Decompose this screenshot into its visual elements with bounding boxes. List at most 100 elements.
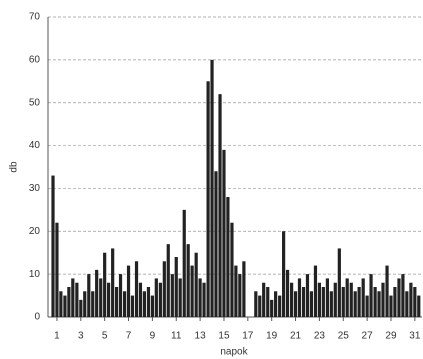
bar [63, 295, 67, 317]
bar [377, 291, 381, 317]
x-tick-label: 13 [195, 331, 207, 342]
bar [262, 282, 266, 317]
bar [55, 222, 59, 317]
bar [182, 209, 186, 317]
bar [361, 278, 365, 317]
bar [174, 257, 178, 317]
bar [114, 287, 119, 317]
y-tick-label: 10 [29, 269, 41, 280]
x-tick-label: 19 [266, 331, 278, 342]
bar [142, 291, 146, 317]
x-tick-label: 31 [409, 331, 421, 342]
bar [409, 282, 413, 317]
bar [130, 295, 135, 317]
x-tick-label: 5 [102, 331, 108, 342]
bar [413, 287, 417, 317]
bar [190, 265, 194, 317]
x-tick-label: 23 [314, 331, 326, 342]
bar [341, 287, 345, 317]
y-tick-label: 20 [29, 226, 41, 237]
x-tick-label: 25 [338, 331, 350, 342]
bar [210, 59, 214, 317]
bar [293, 291, 298, 317]
bar [103, 252, 107, 317]
bar [79, 299, 83, 317]
bar [309, 291, 314, 317]
bar [67, 287, 71, 317]
bar [83, 291, 87, 317]
bar [389, 295, 393, 317]
bar [162, 261, 166, 317]
bar [230, 222, 234, 317]
bar [337, 248, 341, 317]
bar [87, 274, 91, 317]
bar [349, 282, 353, 317]
bar [401, 274, 405, 317]
y-tick-label: 60 [29, 54, 41, 65]
bar [290, 282, 294, 317]
bar [75, 282, 79, 317]
bar [71, 278, 75, 317]
bar [150, 295, 154, 317]
y-tick-label: 30 [29, 183, 41, 194]
x-tick-label: 15 [218, 331, 230, 342]
y-tick-label: 50 [29, 97, 41, 108]
x-tick-label: 7 [126, 331, 132, 342]
bar [242, 261, 246, 317]
y-tick-label: 70 [29, 12, 41, 23]
bar [282, 231, 286, 317]
bar [186, 244, 190, 317]
bar [202, 282, 206, 317]
bar [321, 287, 325, 317]
bar [194, 252, 198, 317]
bar [405, 291, 409, 317]
bar [234, 265, 238, 317]
bar [59, 291, 63, 317]
x-tick-label: 11 [171, 331, 182, 342]
bar [357, 287, 361, 317]
bar [385, 265, 389, 317]
bar [278, 295, 282, 317]
bar [99, 278, 103, 317]
y-axis-label: db [9, 161, 20, 173]
bar [297, 278, 302, 317]
bar [333, 282, 337, 317]
bar [329, 291, 333, 317]
bar [301, 287, 306, 317]
bar [178, 278, 182, 317]
bar [353, 291, 357, 317]
bar [238, 274, 242, 317]
x-tick-label: 3 [78, 331, 84, 342]
bar [373, 287, 377, 317]
bar [274, 291, 278, 317]
bar [305, 274, 310, 317]
bar [258, 295, 262, 317]
bar [166, 244, 170, 317]
bar [126, 265, 131, 317]
bar [51, 175, 55, 317]
bar [345, 278, 349, 317]
x-tick-label: 29 [385, 331, 397, 342]
bar [146, 287, 151, 317]
bar [138, 282, 143, 317]
y-tick-label: 40 [29, 140, 41, 151]
bar [393, 287, 397, 317]
bar [95, 269, 99, 317]
bar [285, 269, 290, 317]
bar [218, 94, 222, 318]
bar [214, 171, 218, 317]
bar [154, 278, 158, 317]
bar [325, 278, 329, 317]
bar [254, 291, 258, 317]
bar [170, 274, 174, 317]
bar [91, 291, 95, 317]
bar [107, 282, 111, 317]
x-tick-label: 21 [290, 331, 302, 342]
bar [134, 261, 139, 317]
bar [417, 295, 421, 317]
bar [206, 81, 210, 318]
x-axis-label: napok [220, 347, 248, 358]
bar [397, 278, 401, 317]
x-tick-label: 1 [54, 331, 60, 342]
